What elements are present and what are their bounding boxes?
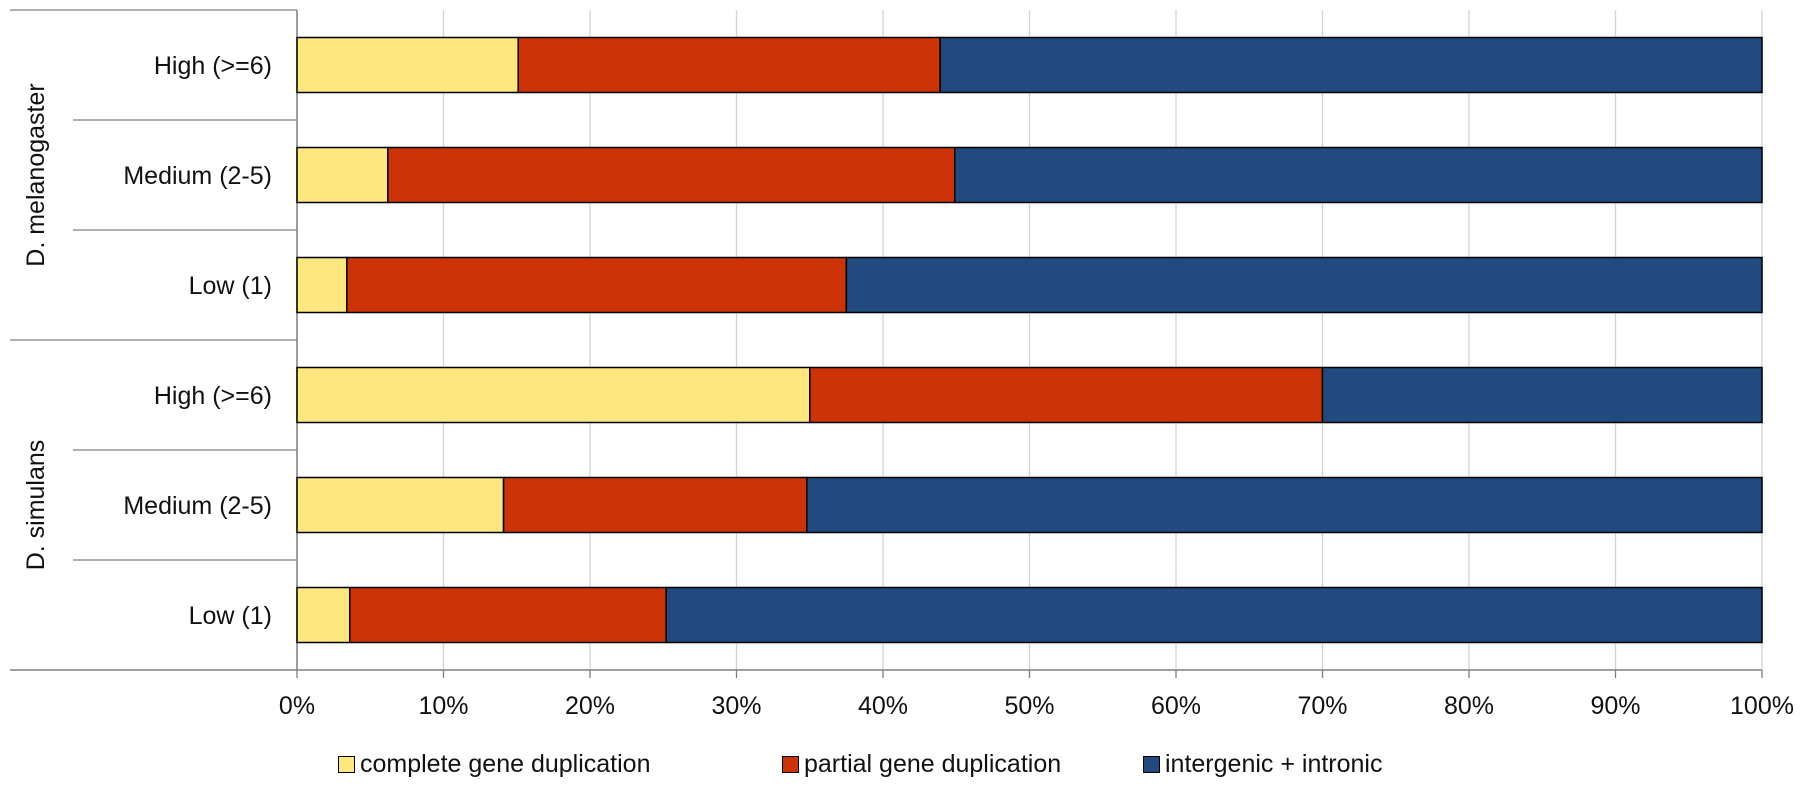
category-label: High (>=6) — [154, 382, 272, 410]
legend-item-complete: complete gene duplication — [338, 744, 650, 784]
x-tick-label: 80% — [1444, 692, 1494, 720]
legend-swatch-partial — [782, 755, 799, 773]
bar-segment-intergenic — [939, 36, 1763, 94]
bar-segment-complete — [296, 476, 505, 534]
category-label: Low (1) — [189, 602, 272, 630]
legend-swatch-complete — [338, 755, 355, 773]
x-tick-label: 30% — [711, 692, 761, 720]
bar-segment-partial — [348, 586, 667, 644]
legend-label-intergenic: intergenic + intronic — [1165, 749, 1383, 778]
gridlines — [442, 10, 1763, 670]
legend-label-partial: partial gene duplication — [804, 749, 1062, 778]
x-tick-label: 0% — [279, 692, 315, 720]
x-tick-label: 10% — [418, 692, 468, 720]
bar-segment-intergenic — [954, 146, 1763, 204]
bar-segment-complete — [296, 366, 811, 424]
group-label: D. simulans — [22, 440, 50, 571]
legend-label-complete: complete gene duplication — [360, 749, 651, 778]
x-tick-label: 90% — [1590, 692, 1640, 720]
legend-item-partial: partial gene duplication — [782, 744, 1061, 784]
bar-segment-complete — [296, 146, 389, 204]
category-label: High (>=6) — [154, 52, 272, 80]
legend-item-intergenic: intergenic + intronic — [1143, 744, 1382, 784]
x-tick-label: 20% — [565, 692, 615, 720]
legend-swatch-intergenic — [1143, 755, 1160, 773]
x-tick-label: 70% — [1297, 692, 1347, 720]
bar-segment-partial — [502, 476, 808, 534]
bar-segment-partial — [387, 146, 956, 204]
group-label: D. melanogaster — [22, 83, 50, 266]
bars — [296, 36, 1763, 644]
x-tick-labels: 0% 10% 20% 30% 40% 50% 60% 70% 80% 90% 100% — [279, 692, 1794, 720]
bar-segment-partial — [809, 366, 1324, 424]
x-tick-label: 50% — [1004, 692, 1054, 720]
bar-segment-complete — [296, 256, 348, 314]
category-label: Medium (2-5) — [123, 492, 272, 520]
bar-segment-partial — [517, 36, 941, 94]
category-label: Medium (2-5) — [123, 162, 272, 190]
group-labels: D. melanogaster D. simulans — [22, 83, 50, 570]
legend: complete gene duplication partial gene d… — [0, 744, 1811, 784]
bar-segment-intergenic — [1321, 366, 1763, 424]
category-label: Low (1) — [189, 272, 272, 300]
bar-segment-complete — [296, 36, 519, 94]
bar-segment-complete — [296, 586, 351, 644]
category-labels: High (>=6) Medium (2-5) Low (1) High (>=6) M… — [123, 52, 272, 630]
axes — [10, 9, 1763, 678]
bar-segment-intergenic — [806, 476, 1763, 534]
bar-segment-intergenic — [845, 256, 1763, 314]
x-tick-label: 100% — [1730, 692, 1794, 720]
x-tick-label: 40% — [858, 692, 908, 720]
x-tick-label: 60% — [1151, 692, 1201, 720]
bar-segment-partial — [346, 256, 848, 314]
bar-segment-intergenic — [665, 586, 1763, 644]
